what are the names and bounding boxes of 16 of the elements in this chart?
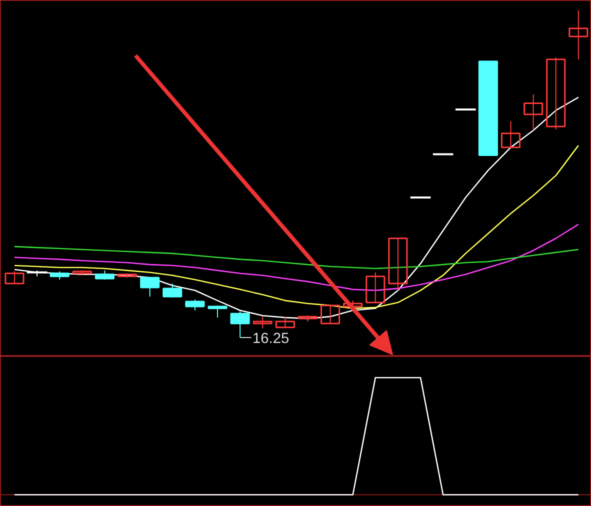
candlestick [162, 283, 182, 298]
candlestick [320, 304, 340, 324]
candlestick [252, 316, 272, 329]
candlestick [524, 94, 544, 131]
candlestick [230, 310, 250, 338]
candlestick [4, 270, 24, 284]
candlestick [185, 299, 205, 311]
candlestick [140, 276, 160, 298]
candlestick [568, 10, 588, 60]
annotation: 16.25 [252, 331, 290, 348]
candlestick [546, 56, 566, 130]
candlestick [500, 120, 521, 148]
candlestick [208, 304, 228, 318]
candlestick [366, 272, 386, 304]
candlestick [388, 238, 408, 291]
candlestick [275, 316, 295, 328]
